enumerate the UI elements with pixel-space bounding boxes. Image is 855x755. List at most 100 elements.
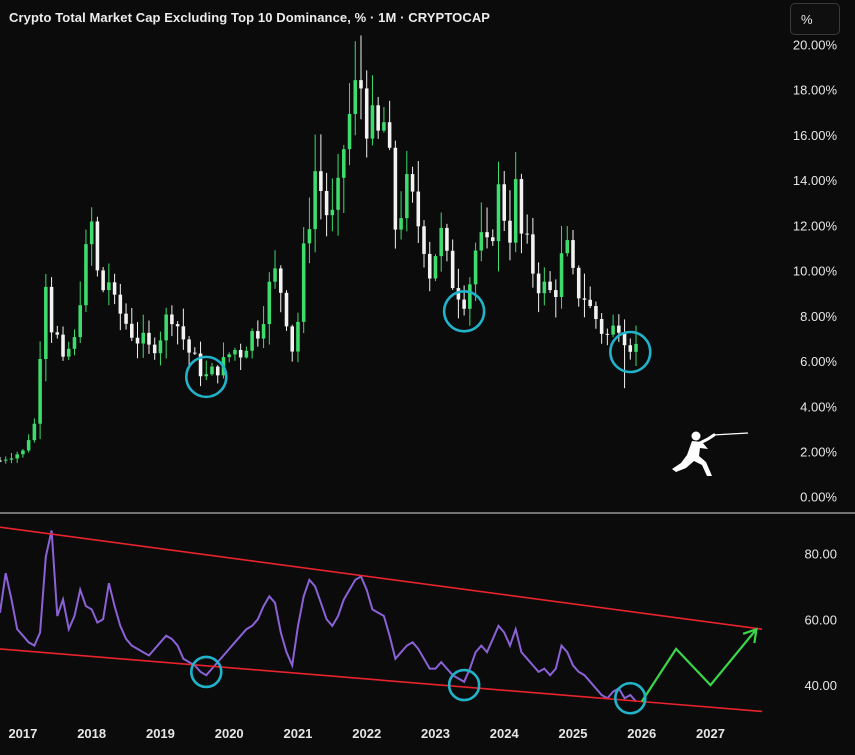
candle (364, 70, 369, 158)
fencer-logo-icon (672, 431, 749, 476)
x-tick-label: 2021 (283, 726, 312, 741)
candle-body (582, 298, 587, 300)
trendline-lower (0, 648, 763, 713)
candle (594, 301, 598, 329)
candle (571, 229, 575, 275)
candle (519, 173, 524, 254)
highlight-circle (447, 668, 481, 702)
candle (422, 220, 426, 268)
candle-body (26, 440, 31, 451)
candle-body (112, 282, 117, 295)
y-tick-label: 18.00% (793, 83, 838, 98)
candle (107, 263, 111, 306)
candle-body (313, 171, 317, 230)
x-tick-label: 2023 (421, 726, 450, 741)
candle (89, 207, 94, 266)
candle (95, 216, 100, 277)
candle (15, 451, 19, 463)
candle-body (187, 339, 191, 353)
candle (427, 241, 432, 292)
candle-body (576, 267, 581, 299)
candle (582, 273, 587, 318)
candle (44, 273, 48, 382)
candle-body (330, 209, 335, 216)
candle (124, 303, 128, 330)
candle-body (342, 149, 346, 178)
candle-body (158, 340, 163, 354)
candle (490, 229, 495, 246)
x-tick-label: 2017 (8, 726, 37, 741)
candle (210, 362, 214, 376)
candle (290, 324, 295, 362)
candle-body (38, 358, 42, 424)
candle (410, 166, 415, 203)
candle-body (130, 323, 134, 338)
y-tick-label: 8.00% (800, 309, 837, 324)
candle (554, 279, 558, 318)
candle (278, 265, 283, 313)
y-tick-label: 4.00% (800, 399, 837, 414)
candle (215, 365, 220, 384)
candle-body (399, 218, 403, 230)
candle (330, 178, 335, 232)
candle-body (416, 191, 421, 227)
candle-body (15, 454, 19, 459)
candle (204, 360, 209, 381)
unit-toggle-button[interactable]: % (790, 3, 840, 35)
candle-body (61, 334, 65, 357)
candle-body (485, 232, 489, 238)
candle-body (296, 321, 300, 352)
candle (55, 325, 60, 339)
candle (370, 75, 375, 146)
candle (450, 239, 455, 290)
candle-body (175, 324, 180, 327)
candle-body (427, 253, 432, 279)
candle-body (324, 191, 329, 216)
candle (387, 100, 392, 151)
candle (238, 343, 243, 371)
candle (319, 134, 323, 220)
y-tick-label: 10.00% (793, 264, 838, 279)
rsi-y-tick-label: 60.00 (804, 612, 837, 627)
candle-body (571, 240, 575, 268)
candle (513, 152, 518, 253)
candle (141, 314, 146, 358)
candle (175, 321, 180, 345)
x-tick-label: 2025 (559, 726, 588, 741)
candle (250, 328, 254, 359)
candle (508, 190, 512, 261)
candle (267, 272, 272, 345)
candle-body (233, 349, 237, 355)
candle (353, 41, 358, 136)
fencer-body (672, 441, 712, 476)
candle-body (284, 292, 289, 327)
candle (445, 223, 449, 262)
candle-body (433, 256, 438, 279)
candle (112, 273, 117, 305)
candle (473, 242, 478, 301)
highlight-circle (442, 290, 486, 333)
candle (9, 452, 14, 464)
candle-body (370, 105, 375, 139)
candle (342, 144, 346, 214)
candle-body (267, 281, 272, 325)
candle-body (393, 147, 398, 230)
candle-body (594, 306, 598, 320)
axes: 0.00% 2.00% 4.00% 6.00% 8.00% 10.00% 12.00% 14.… (8, 38, 837, 741)
y-tick-label: 16.00% (793, 128, 838, 143)
candle-body (347, 113, 352, 150)
candle-body (376, 105, 380, 131)
candle (525, 214, 529, 244)
candle-body (536, 273, 541, 294)
candle-body (290, 326, 295, 352)
candle-body (273, 268, 277, 282)
projection-arrowhead (742, 627, 758, 644)
candle (284, 290, 289, 331)
candle (307, 197, 312, 264)
candle-body (278, 268, 283, 293)
candle (405, 150, 409, 232)
highlight-circle (613, 681, 647, 715)
candle-body (519, 179, 524, 234)
